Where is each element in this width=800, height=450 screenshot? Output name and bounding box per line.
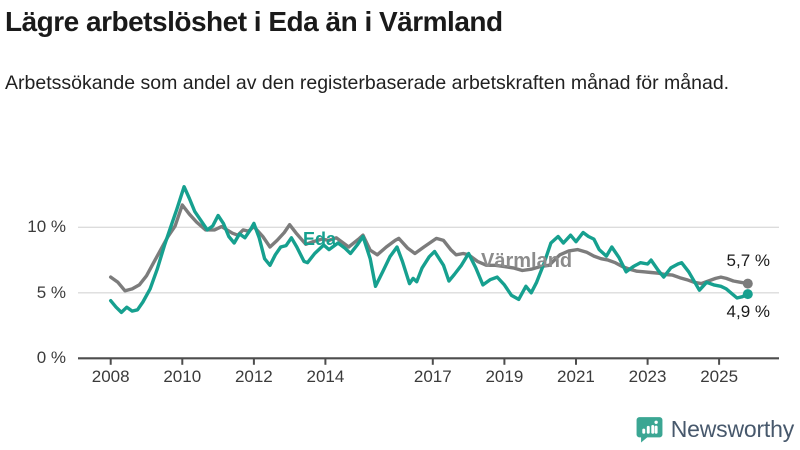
- page-title: Lägre arbetslöshet i Eda än i Värmland: [5, 6, 503, 37]
- x-axis-tick-label: 2023: [628, 367, 667, 386]
- series-line-eda: [108, 184, 750, 315]
- x-axis-tick-label: 2019: [485, 367, 524, 386]
- y-axis-tick-label: 5 %: [36, 282, 66, 302]
- x-axis-tick-label: 2014: [306, 367, 345, 386]
- newsworthy-bar-chart-icon: [636, 417, 663, 443]
- newsworthy-logo-text: Newsworthy: [670, 416, 794, 442]
- series-line-värmland: [108, 203, 750, 293]
- series-label-eda: Eda: [303, 229, 337, 249]
- newsworthy-logo: Newsworthy: [636, 416, 794, 443]
- x-axis-tick-label: 2025: [700, 367, 739, 386]
- series-end-dot-eda: [742, 289, 753, 300]
- y-axis-tick-label: 0 %: [36, 348, 66, 368]
- chart-subtitle: Arbetssökande som andel av den registerb…: [5, 72, 730, 94]
- x-axis-tick-label: 2017: [413, 367, 452, 386]
- x-axis-tick-label: 2012: [234, 367, 273, 386]
- end-value-label-varmland: 5,7 %: [726, 251, 770, 270]
- series-end-dot-värmland: [742, 278, 753, 289]
- x-axis-tick-label: 2008: [91, 367, 130, 386]
- x-axis-tick-label: 2021: [557, 367, 595, 386]
- x-axis-tick-label: 2010: [163, 367, 202, 386]
- end-value-label-eda: 4,9 %: [726, 302, 770, 321]
- y-axis-tick-label: 10 %: [27, 217, 66, 237]
- series-label-varmland: Värmland: [481, 250, 573, 272]
